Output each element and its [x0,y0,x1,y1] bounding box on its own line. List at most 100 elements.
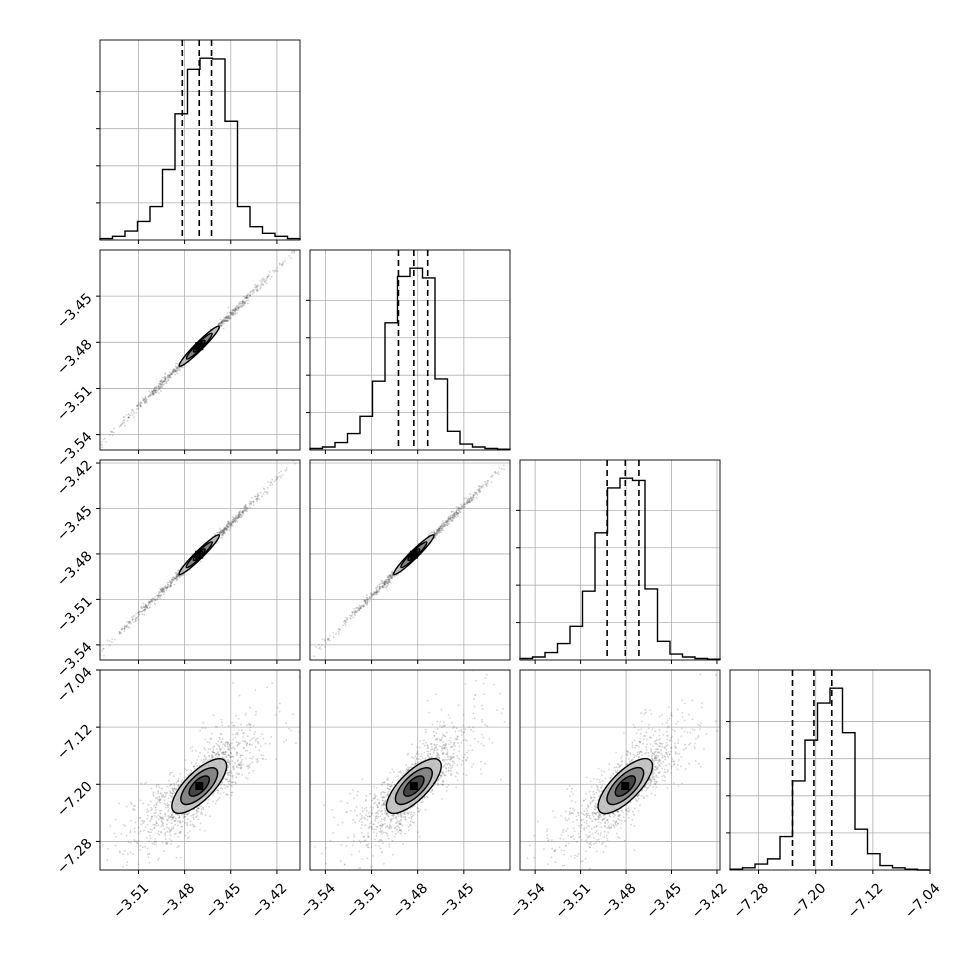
scatter-point [543,691,545,693]
scatter-point [178,816,181,819]
scatter-point [179,773,182,775]
scatter-point [446,524,449,527]
scatter-point [270,735,273,738]
scatter-point [367,834,369,837]
scatter-point [233,309,236,312]
scatter-point [157,388,160,391]
scatter-point [406,753,409,756]
scatter-point [157,818,160,821]
scatter-point [389,574,391,577]
scatter-point [226,528,229,530]
scatter-point [162,818,165,821]
scatter-point [381,582,384,585]
scatter-point [292,713,294,716]
scatter-point [248,504,251,507]
scatter-point [220,534,223,537]
scatter-point [227,522,230,525]
scatter-point [456,735,459,738]
scatter-point [386,825,389,828]
scatter-point [230,313,233,316]
scatter-point [138,613,140,616]
scatter-point [237,305,240,308]
scatter-point [175,578,178,581]
scatter-point [453,515,456,518]
scatter-point [241,301,244,304]
scatter-point [257,494,259,497]
scatter-point [446,758,448,761]
scatter-point [367,597,370,600]
scatter-point [481,708,484,710]
scatter-point [255,290,258,292]
scatter-point [150,807,153,809]
scatter-point [186,821,189,824]
scatter-point [408,816,411,819]
scatter-point [152,389,155,392]
scatter-point [388,574,391,576]
scatter-point [415,752,418,755]
scatter-point [165,380,167,383]
scatter-point [384,822,387,825]
scatter-point [146,607,149,609]
scatter-point [143,606,146,609]
scatter-point [225,319,228,322]
scatter-point [438,531,441,534]
scatter-point [239,756,242,759]
scatter-point [240,514,243,516]
scatter-point [436,754,439,757]
scatter-point [224,751,227,753]
scatter-point [158,815,161,818]
scatter-point [207,754,210,757]
scatter-point [134,618,137,620]
scatter-point [284,260,286,262]
scatter-point [161,841,164,844]
scatter-point [241,511,244,514]
scatter-point [448,517,450,520]
scatter-point [238,743,240,745]
scatter-point [355,611,358,613]
scatter-point [245,505,248,508]
scatter-point [141,610,144,613]
scatter-point [188,836,190,838]
scatter-point [221,746,224,749]
scatter-point [256,285,258,288]
scatter-point [129,621,132,624]
scatter-point [168,373,171,376]
scatter-point [420,753,423,755]
scatter-point [111,430,114,433]
scatter-point [436,532,438,534]
scatter-point [276,270,279,273]
scatter-point [468,500,470,503]
scatter-point [120,833,123,835]
scatter-point [227,741,230,744]
scatter-point [101,446,104,449]
scatter-point [271,682,273,685]
scatter-point [132,617,134,620]
scatter-point [458,508,460,511]
scatter-point [239,511,241,513]
scatter-point [451,519,453,522]
scatter-point [265,491,268,494]
scatter-point [178,367,180,369]
scatter-point [207,751,209,753]
scatter-point [457,507,460,509]
scatter-point [380,586,382,589]
scatter-point [295,661,297,663]
scatter-point [405,764,407,767]
scatter-point [231,755,234,758]
scatter-point [390,819,393,822]
scatter-point [337,628,340,630]
scatter-point [232,765,234,768]
scatter-point [364,818,366,820]
scatter-point [166,830,169,833]
scatter-point [366,846,369,849]
scatter-point [148,852,151,855]
scatter-point [135,613,137,615]
scatter-point [221,529,224,532]
scatter-point [431,790,433,792]
scatter-point [195,809,198,812]
scatter-point [169,829,172,832]
scatter-point [380,793,382,796]
scatter-point [113,638,116,641]
scatter-point [169,794,172,797]
scatter-point [353,613,356,615]
